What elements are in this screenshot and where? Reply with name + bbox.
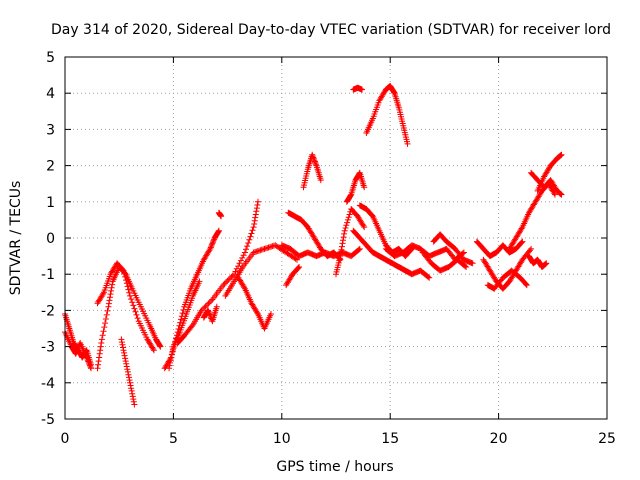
data-series-arc-14 [285,209,344,263]
data-series-arc-9 [222,242,300,299]
x-tick-label: 20 [490,431,508,447]
data-series-arc-15 [300,151,324,191]
data-series-arc-26 [473,238,526,260]
data-series-arc-19 [350,227,433,281]
data-point-markers [200,303,220,325]
x-axis-label: GPS time / hours [276,459,393,475]
data-point-markers [166,278,203,372]
data-series-arc-16 [283,264,303,289]
y-tick-label: 3 [46,122,55,138]
data-point-markers [350,84,365,93]
data-series-arc-24 [419,249,470,274]
data-point-markers [473,238,526,260]
data-point-markers [430,231,476,267]
grid [65,57,607,419]
x-tick-label: 15 [381,431,399,447]
y-tick-label: 5 [46,50,55,66]
y-tick-label: -1 [41,267,55,283]
data-points [62,83,565,408]
y-tick-label: 0 [46,231,55,247]
y-tick-label: 2 [46,159,55,175]
data-series-arc-4 [94,260,157,354]
data-series-arc-32 [534,151,565,194]
data-series-arc-7 [166,278,203,372]
axis-ticks: 0 5 10 15 20 25 -5 -4 -3 -2 -1 0 1 2 3 4 5 [41,50,616,447]
x-tick-label: 10 [273,431,291,447]
data-point-markers [235,274,274,332]
data-point-markers [419,249,470,274]
data-series-arc-28 [484,267,530,292]
data-point-markers [174,198,261,346]
y-axis-label: SDTVAR / TECUs [8,181,24,296]
y-tick-label: -3 [41,340,55,356]
y-tick-label: -5 [41,412,55,428]
data-point-markers [484,267,530,292]
chart-title: Day 314 of 2020, Sidereal Day-to-day VTE… [51,22,611,38]
data-series-arc-8 [174,198,261,346]
data-point-markers [94,260,157,354]
data-point-markers [285,209,344,263]
data-series-arc-11 [200,303,220,325]
data-point-markers [283,264,303,289]
data-point-markers [343,169,368,205]
data-point-markers [534,151,565,194]
data-point-markers [215,209,225,220]
data-series-arc-12 [215,209,225,220]
data-point-markers [350,227,433,281]
y-tick-label: 4 [46,86,55,102]
data-series-arc-5 [118,336,138,408]
data-point-markers [363,83,411,147]
y-tick-label: -2 [41,303,55,319]
data-point-markers [300,151,324,191]
y-tick-label: 1 [46,195,55,211]
data-series-arc-10 [235,274,274,332]
data-series-arc-18 [343,169,368,205]
data-point-markers [222,242,300,299]
data-point-markers [333,206,368,278]
data-series-arc-17 [333,206,368,278]
x-tick-label: 25 [598,431,616,447]
data-series-arc-25 [430,231,476,267]
y-tick-label: -4 [41,376,55,392]
x-tick-label: 0 [61,431,70,447]
data-series-arc-22 [363,83,411,147]
data-point-markers [118,336,138,408]
data-point-markers [526,253,550,270]
x-tick-label: 5 [169,431,178,447]
data-series-arc-21 [350,84,365,93]
data-series-arc-30 [526,253,550,270]
